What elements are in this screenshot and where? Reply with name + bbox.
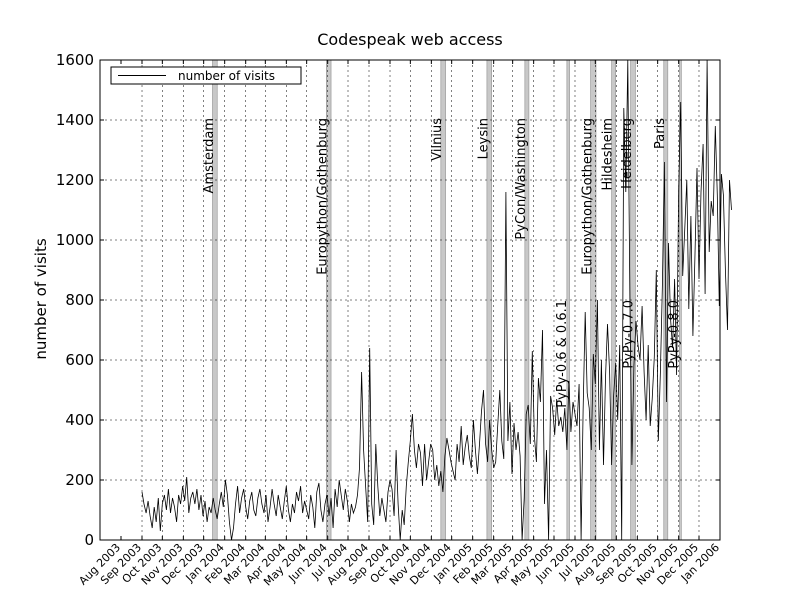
y-tick-label: 1600	[56, 51, 94, 69]
legend: number of visits	[110, 66, 302, 85]
event-label: Amsterdam	[202, 118, 217, 193]
event-label: PyPy-0.6 & 0.6.1	[555, 300, 570, 408]
legend-box	[110, 66, 302, 85]
event-band	[566, 59, 570, 541]
series-layer	[141, 59, 732, 541]
event-label: Europython/Gothenburg	[580, 118, 595, 275]
event-label: PyPy-0.7.0	[621, 300, 636, 369]
event-label: Vilnius	[430, 118, 445, 161]
y-tick-label: 200	[65, 471, 94, 489]
grid	[100, 60, 720, 540]
series-line	[141, 59, 732, 541]
y-tick-label: 600	[65, 351, 94, 369]
y-axis-label: number of visits	[32, 238, 50, 359]
y-tick-label: 1400	[56, 111, 94, 129]
event-label: Heidelberg	[620, 118, 635, 189]
y-tick-label: 400	[65, 411, 94, 429]
legend-label: number of visits	[178, 69, 275, 83]
event-label: Leysin	[476, 118, 491, 159]
event-label: Hildesheim	[601, 118, 616, 191]
y-tick-label: 1200	[56, 171, 94, 189]
y-tick-label: 800	[65, 291, 94, 309]
event-labels: Amsterdam Europython/Gothenburg Vilnius Ley…	[202, 118, 682, 408]
event-label: Paris	[653, 118, 668, 149]
y-axis: 0 200 400 600 800 1000 1200 1400 1600	[56, 51, 720, 549]
event-label: PyPy-0.8.0	[667, 300, 682, 369]
chart-title: Codespeak web access	[317, 30, 503, 49]
y-tick-label: 1000	[56, 231, 94, 249]
y-tick-label: 0	[84, 531, 94, 549]
event-label: Europython/Gothenburg	[316, 118, 331, 275]
event-label: PyCon/Washington	[514, 118, 529, 240]
